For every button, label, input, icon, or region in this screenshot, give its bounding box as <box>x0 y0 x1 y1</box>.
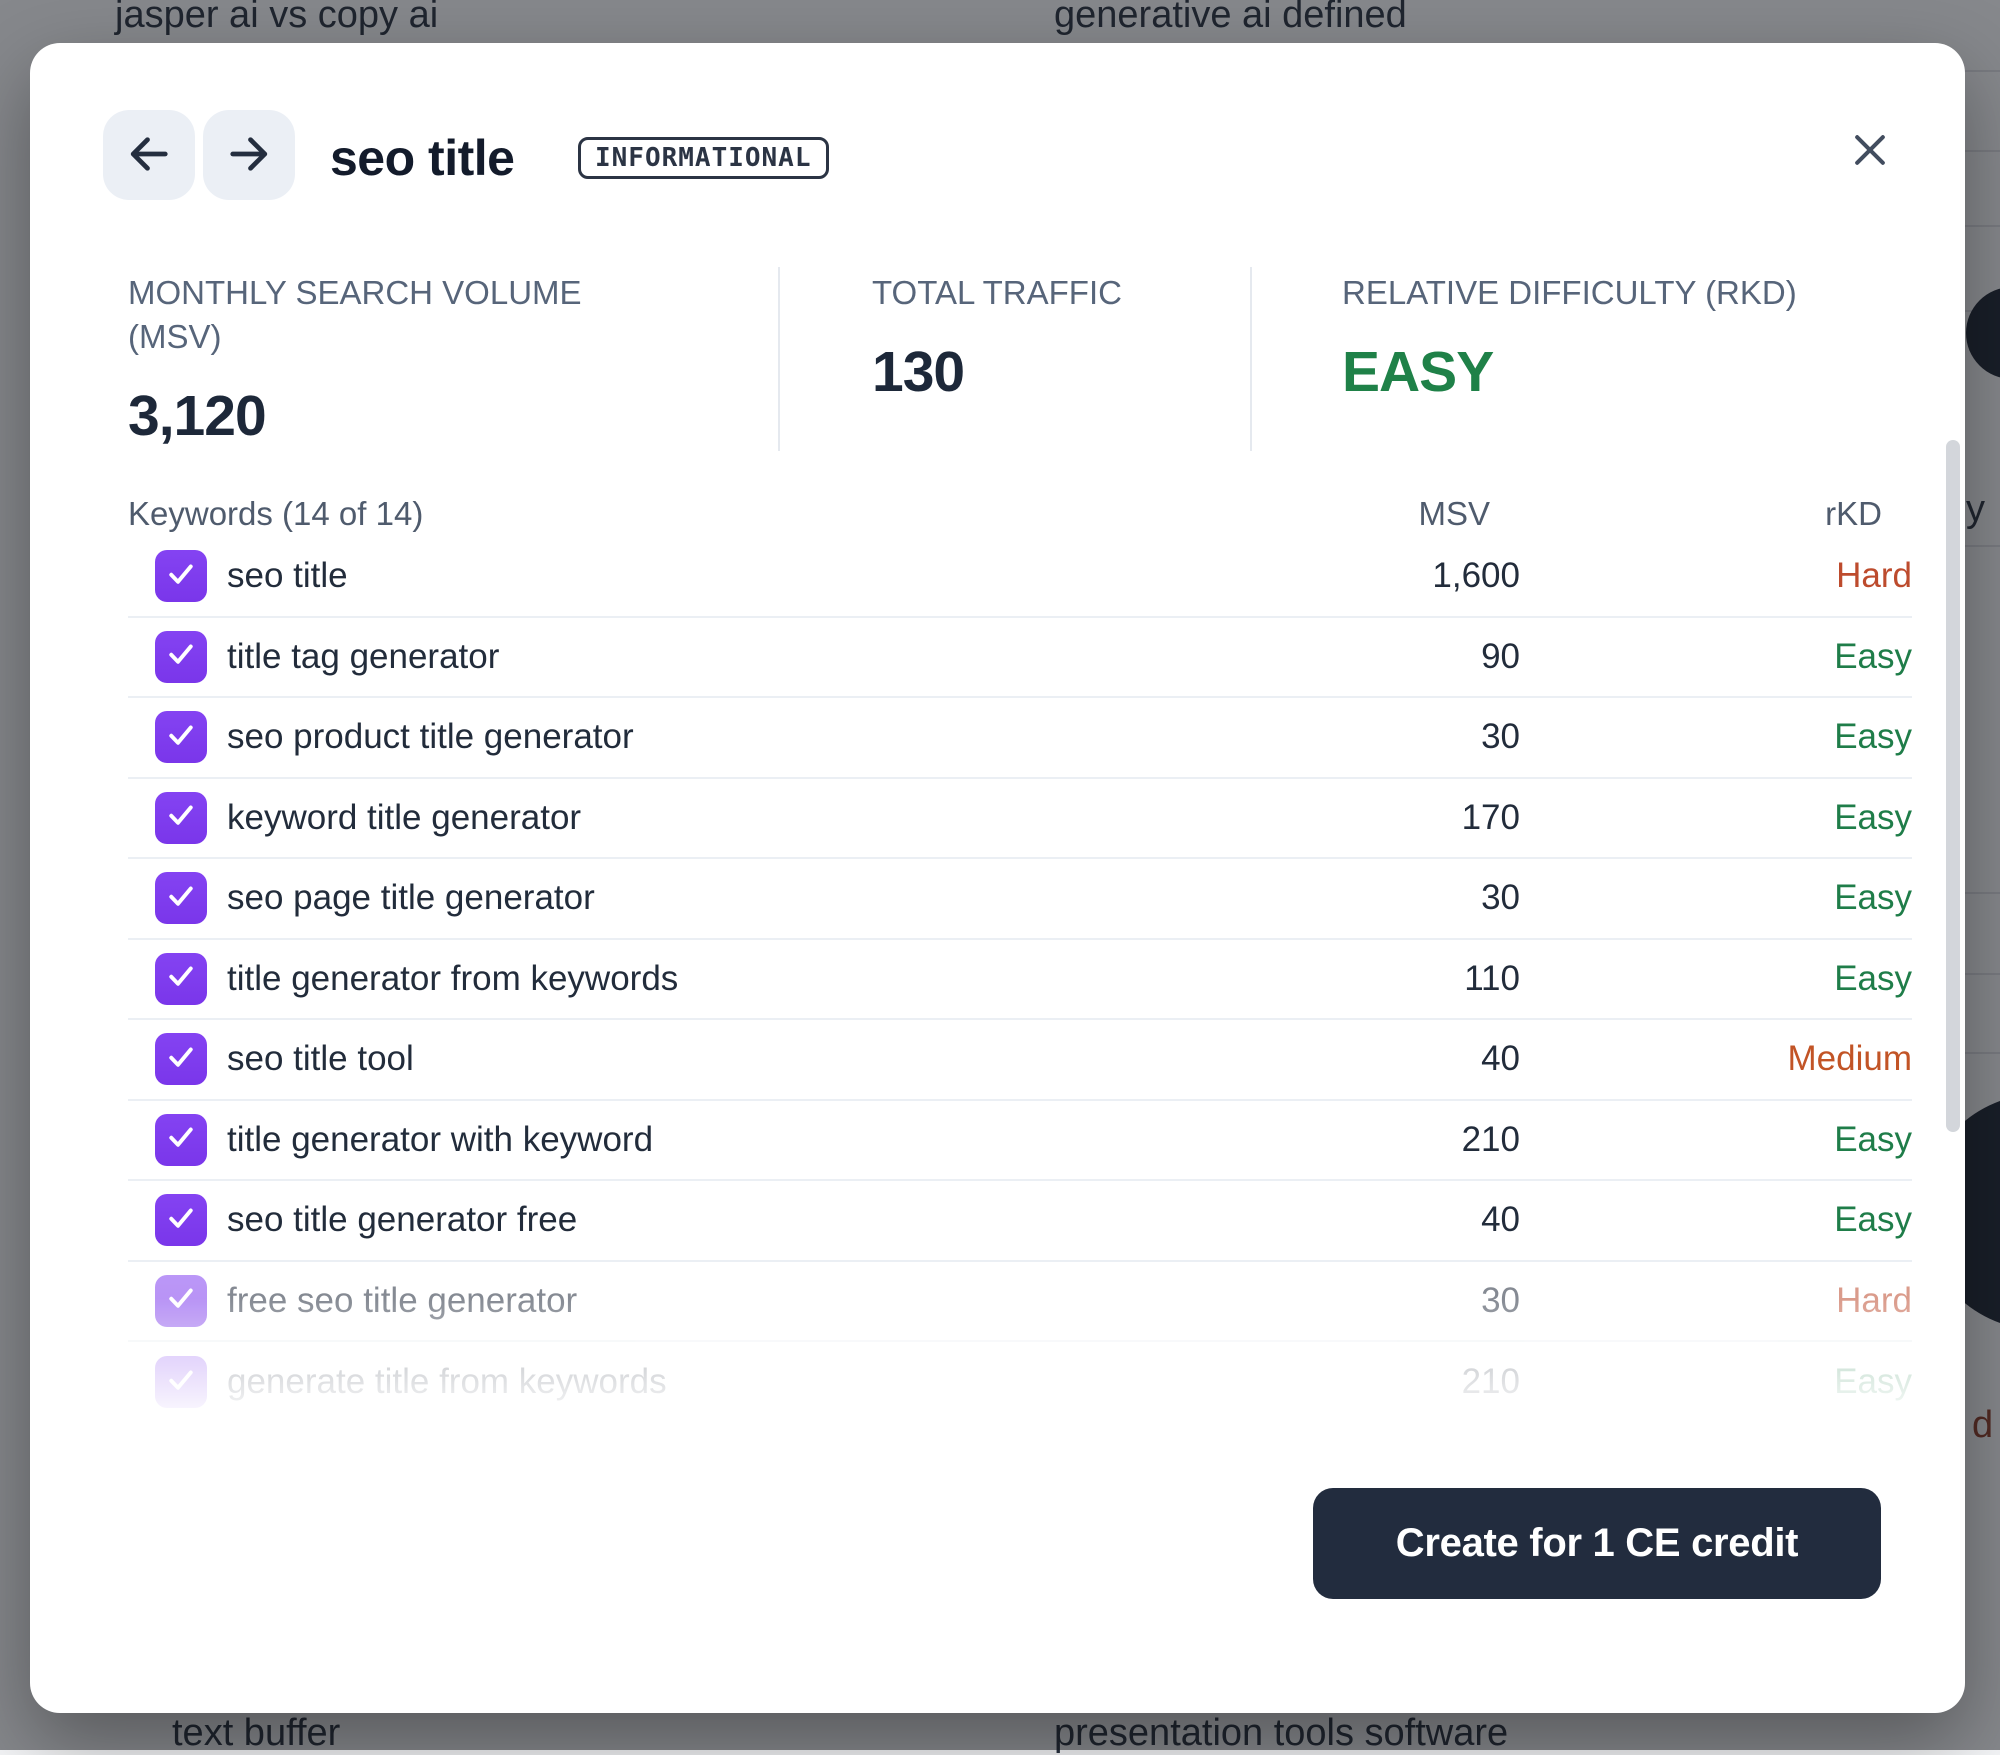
forward-button[interactable] <box>203 110 295 200</box>
column-divider <box>1250 267 1252 451</box>
rkd-value: Easy <box>1834 878 1912 918</box>
check-icon <box>163 1200 199 1241</box>
keyword-label: title generator with keyword <box>227 1119 654 1159</box>
keyword-checkbox[interactable] <box>155 872 207 925</box>
rkd-value: Easy <box>1834 1362 1912 1402</box>
check-icon <box>163 797 199 838</box>
keyword-checkbox[interactable] <box>155 550 207 603</box>
keyword-label: seo product title generator <box>227 717 634 757</box>
stat-label: TOTAL TRAFFIC <box>872 274 1122 311</box>
close-icon <box>1848 128 1892 175</box>
page-title: seo title <box>330 130 515 186</box>
keyword-checkbox[interactable] <box>155 1274 207 1327</box>
msv-value: 30 <box>1481 878 1520 918</box>
keywords-count-label: Keywords (14 of 14) <box>128 495 424 532</box>
rkd-value: Easy <box>1834 958 1912 998</box>
keyword-label: seo page title generator <box>227 878 595 918</box>
msv-value: 1,600 <box>1432 556 1520 596</box>
keyword-row: free seo title generator 30 Hard <box>128 1262 1912 1342</box>
stat-value: 130 <box>872 340 965 404</box>
keyword-label: title generator from keywords <box>227 958 679 998</box>
msv-value: 170 <box>1461 797 1520 837</box>
keyword-row: seo title 1,600 Hard <box>128 537 1912 618</box>
msv-value: 30 <box>1481 1280 1520 1320</box>
stat-label: RELATIVE DIFFICULTY (RKD) <box>1342 274 1797 311</box>
rkd-value: Easy <box>1834 717 1912 757</box>
keyword-row: generate title from keywords 210 Easy <box>128 1342 1912 1423</box>
arrow-left-icon <box>123 128 175 183</box>
msv-column-header: MSV <box>1418 495 1490 532</box>
msv-value: 210 <box>1461 1119 1520 1159</box>
keyword-checkbox[interactable] <box>155 1194 207 1247</box>
check-icon <box>163 1119 199 1160</box>
rkd-value: Easy <box>1834 1200 1912 1240</box>
keyword-checkbox[interactable] <box>155 711 207 764</box>
msv-value: 90 <box>1481 636 1520 676</box>
keyword-checkbox[interactable] <box>155 630 207 683</box>
check-icon <box>163 717 199 758</box>
arrow-right-icon <box>223 128 275 183</box>
stat-label: MONTHLY SEARCH VOLUME (MSV) <box>128 274 582 355</box>
check-icon <box>163 1280 199 1321</box>
rkd-value: Easy <box>1834 636 1912 676</box>
keyword-checkbox[interactable] <box>155 791 207 844</box>
rkd-column-header: rKD <box>1825 495 1882 532</box>
msv-value: 40 <box>1481 1200 1520 1240</box>
rkd-value: Easy <box>1834 797 1912 837</box>
intent-badge: INFORMATIONAL <box>578 137 829 179</box>
check-icon <box>163 1039 199 1080</box>
create-button[interactable]: Create for 1 CE credit <box>1313 1488 1881 1599</box>
rkd-value: Medium <box>1787 1039 1912 1079</box>
scrollbar[interactable] <box>1946 440 1960 1132</box>
rkd-value: Hard <box>1836 556 1912 596</box>
msv-value: 40 <box>1481 1039 1520 1079</box>
keyword-row: seo page title generator 30 Easy <box>128 859 1912 940</box>
stat-monthly-search-volume: MONTHLY SEARCH VOLUME (MSV) 3,120 <box>128 271 608 449</box>
keyword-label: title tag generator <box>227 636 500 676</box>
check-icon <box>163 958 199 999</box>
keyword-label: keyword title generator <box>227 797 582 837</box>
keyword-row: keyword title generator 170 Easy <box>128 779 1912 859</box>
msv-value: 110 <box>1464 958 1520 998</box>
keyword-detail-modal: seo title INFORMATIONAL MONTHLY SEARCH V… <box>30 43 1965 1713</box>
stat-value: 3,120 <box>128 384 267 448</box>
keyword-checkbox[interactable] <box>155 952 207 1005</box>
check-icon <box>163 878 199 919</box>
column-divider <box>778 267 780 451</box>
keyword-checkbox[interactable] <box>155 1033 207 1086</box>
keyword-label: seo title <box>227 556 348 596</box>
stat-total-traffic: TOTAL TRAFFIC 130 <box>872 271 1232 405</box>
rkd-value: Easy <box>1834 1119 1912 1159</box>
check-icon <box>163 636 199 677</box>
keyword-row: seo product title generator 30 Easy <box>128 698 1912 779</box>
keyword-row: title generator with keyword 210 Easy <box>128 1101 1912 1181</box>
keyword-checkbox[interactable] <box>155 1113 207 1166</box>
keyword-row: title generator from keywords 110 Easy <box>128 940 1912 1020</box>
stat-value: EASY <box>1342 340 1494 404</box>
keyword-row: title tag generator 90 Easy <box>128 618 1912 698</box>
check-icon <box>163 556 199 597</box>
rkd-value: Hard <box>1836 1280 1912 1320</box>
keyword-row: seo title generator free 40 Easy <box>128 1181 1912 1262</box>
keyword-label: free seo title generator <box>227 1280 578 1320</box>
keyword-label: seo title tool <box>227 1039 414 1079</box>
keyword-row: seo title tool 40 Medium <box>128 1020 1912 1101</box>
msv-value: 30 <box>1481 717 1520 757</box>
keyword-checkbox[interactable] <box>155 1356 207 1409</box>
stat-relative-difficulty: RELATIVE DIFFICULTY (RKD) EASY <box>1342 271 1942 405</box>
check-icon <box>163 1362 199 1403</box>
close-button[interactable] <box>1842 123 1898 179</box>
keyword-label: seo title generator free <box>227 1200 578 1240</box>
keyword-label: generate title from keywords <box>227 1362 667 1402</box>
msv-value: 210 <box>1461 1362 1520 1402</box>
keyword-table: seo title 1,600 Hard title tag generator… <box>128 537 1912 1423</box>
back-button[interactable] <box>103 110 195 200</box>
